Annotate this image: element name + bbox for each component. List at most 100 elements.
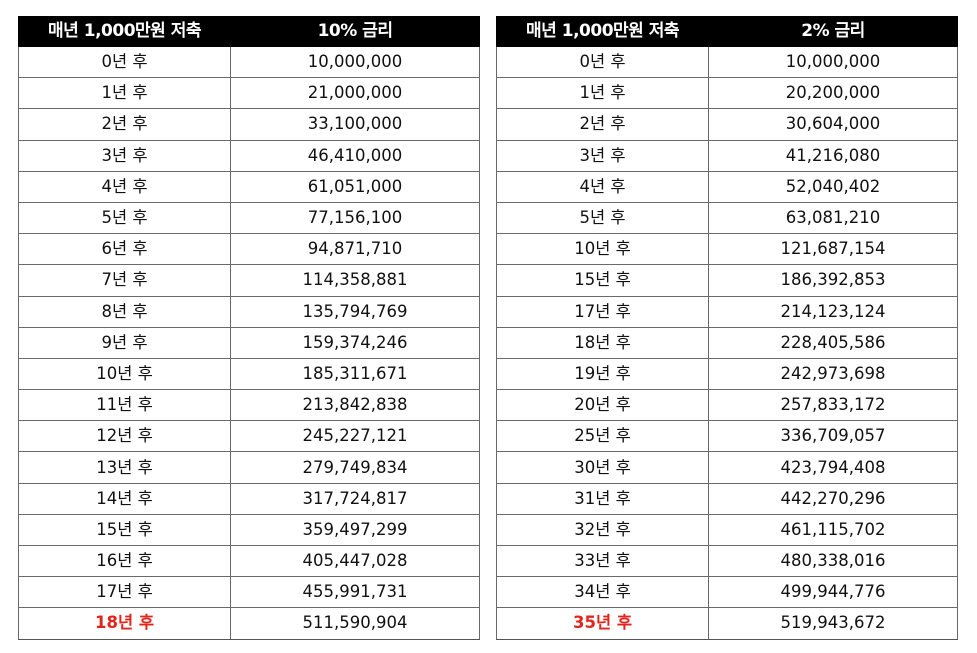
amount-cell: 228,405,586 [708, 326, 958, 359]
year-cell: 4년 후 [17, 170, 232, 203]
table-row: 17년 후 455,991,731 [17, 576, 480, 609]
amount-cell: 10,000,000 [708, 45, 958, 79]
table-row: 20년 후 257,833,172 [495, 389, 958, 422]
table-row: 0년 후 10,000,000 [495, 45, 958, 79]
amount-cell: 61,051,000 [230, 170, 480, 203]
amount-cell: 30,604,000 [708, 108, 958, 141]
amount-cell: 480,338,016 [708, 544, 958, 578]
table-row: 17년 후 214,123,124 [495, 295, 958, 328]
amount-cell: 461,115,702 [708, 513, 958, 547]
year-cell: 10년 후 [495, 233, 710, 266]
table-row: 6년 후 94,871,710 [17, 233, 480, 266]
year-cell: 30년 후 [495, 451, 710, 484]
amount-cell: 499,944,776 [708, 576, 958, 609]
table-row: 10년 후 121,687,154 [495, 233, 958, 266]
year-cell: 16년 후 [17, 544, 232, 578]
amount-cell: 46,410,000 [230, 139, 480, 172]
table-header-row: 매년 1,000만원 저축 2% 금리 [495, 16, 958, 47]
table-row: 31년 후 442,270,296 [495, 482, 958, 515]
amount-cell: 519,943,672 [708, 607, 958, 640]
amount-cell: 455,991,731 [230, 576, 480, 609]
amount-cell: 20,200,000 [708, 77, 958, 110]
table-row: 3년 후 46,410,000 [17, 139, 480, 172]
year-cell: 14년 후 [17, 482, 232, 515]
table-row: 32년 후 461,115,702 [495, 513, 958, 547]
year-cell: 3년 후 [17, 139, 232, 172]
table-row: 7년 후 114,358,881 [17, 264, 480, 297]
table-row: 18년 후 228,405,586 [495, 326, 958, 359]
table-row: 34년 후 499,944,776 [495, 576, 958, 609]
table-row: 11년 후 213,842,838 [17, 389, 480, 422]
year-cell: 12년 후 [17, 420, 232, 453]
year-cell: 10년 후 [17, 357, 232, 391]
amount-cell: 33,100,000 [230, 108, 480, 141]
year-cell: 33년 후 [495, 544, 710, 578]
amount-cell: 135,794,769 [230, 295, 480, 328]
year-cell: 35년 후 [495, 607, 710, 640]
amount-cell: 423,794,408 [708, 451, 958, 484]
year-cell: 3년 후 [495, 139, 710, 172]
year-cell: 5년 후 [495, 201, 710, 235]
table-body: 0년 후 10,000,000 1년 후 21,000,000 2년 후 33,100,0… [17, 45, 480, 640]
year-cell: 1년 후 [17, 77, 232, 110]
amount-cell: 279,749,834 [230, 451, 480, 484]
amount-cell: 242,973,698 [708, 357, 958, 391]
year-cell: 18년 후 [17, 607, 232, 640]
amount-cell: 185,311,671 [230, 357, 480, 391]
year-cell: 7년 후 [17, 264, 232, 297]
year-cell: 2년 후 [17, 108, 232, 141]
amount-cell: 114,358,881 [230, 264, 480, 297]
year-cell: 5년 후 [17, 201, 232, 235]
table-row: 9년 후 159,374,246 [17, 326, 480, 359]
amount-cell: 442,270,296 [708, 482, 958, 515]
table-row: 1년 후 21,000,000 [17, 77, 480, 110]
amount-cell: 21,000,000 [230, 77, 480, 110]
year-cell: 31년 후 [495, 482, 710, 515]
savings-table-2-percent: 매년 1,000만원 저축 2% 금리 0년 후 10,000,000 1년 후 20… [495, 16, 958, 640]
header-savings-plan: 매년 1,000만원 저축 [495, 16, 710, 47]
year-cell: 6년 후 [17, 233, 232, 266]
amount-cell: 245,227,121 [230, 420, 480, 453]
year-cell: 2년 후 [495, 108, 710, 141]
year-cell: 15년 후 [495, 264, 710, 297]
year-cell: 34년 후 [495, 576, 710, 609]
year-cell: 19년 후 [495, 357, 710, 391]
amount-cell: 77,156,100 [230, 201, 480, 235]
year-cell: 32년 후 [495, 513, 710, 547]
amount-cell: 214,123,124 [708, 295, 958, 328]
amount-cell: 257,833,172 [708, 389, 958, 422]
amount-cell: 10,000,000 [230, 45, 480, 79]
table-row: 14년 후 317,724,817 [17, 482, 480, 515]
table-row: 33년 후 480,338,016 [495, 544, 958, 578]
table-row: 5년 후 63,081,210 [495, 201, 958, 235]
year-cell: 25년 후 [495, 420, 710, 453]
amount-cell: 317,724,817 [230, 482, 480, 515]
table-row: 15년 후 359,497,299 [17, 513, 480, 547]
header-interest-rate: 10% 금리 [230, 16, 480, 47]
year-cell: 8년 후 [17, 295, 232, 328]
table-row: 2년 후 30,604,000 [495, 108, 958, 141]
table-row: 4년 후 61,051,000 [17, 170, 480, 203]
year-cell: 18년 후 [495, 326, 710, 359]
year-cell: 0년 후 [17, 45, 232, 79]
year-cell: 15년 후 [17, 513, 232, 547]
amount-cell: 511,590,904 [230, 607, 480, 640]
table-row: 10년 후 185,311,671 [17, 357, 480, 391]
table-header-row: 매년 1,000만원 저축 10% 금리 [17, 16, 480, 47]
year-cell: 9년 후 [17, 326, 232, 359]
table-row: 18년 후 511,590,904 [17, 607, 480, 640]
amount-cell: 52,040,402 [708, 170, 958, 203]
table-body: 0년 후 10,000,000 1년 후 20,200,000 2년 후 30,604,0… [495, 45, 958, 640]
amount-cell: 63,081,210 [708, 201, 958, 235]
table-row: 1년 후 20,200,000 [495, 77, 958, 110]
amount-cell: 359,497,299 [230, 513, 480, 547]
year-cell: 13년 후 [17, 451, 232, 484]
table-row: 25년 후 336,709,057 [495, 420, 958, 453]
table-row: 13년 후 279,749,834 [17, 451, 480, 484]
year-cell: 11년 후 [17, 389, 232, 422]
header-interest-rate: 2% 금리 [708, 16, 958, 47]
table-row: 19년 후 242,973,698 [495, 357, 958, 391]
header-savings-plan: 매년 1,000만원 저축 [17, 16, 232, 47]
amount-cell: 336,709,057 [708, 420, 958, 453]
